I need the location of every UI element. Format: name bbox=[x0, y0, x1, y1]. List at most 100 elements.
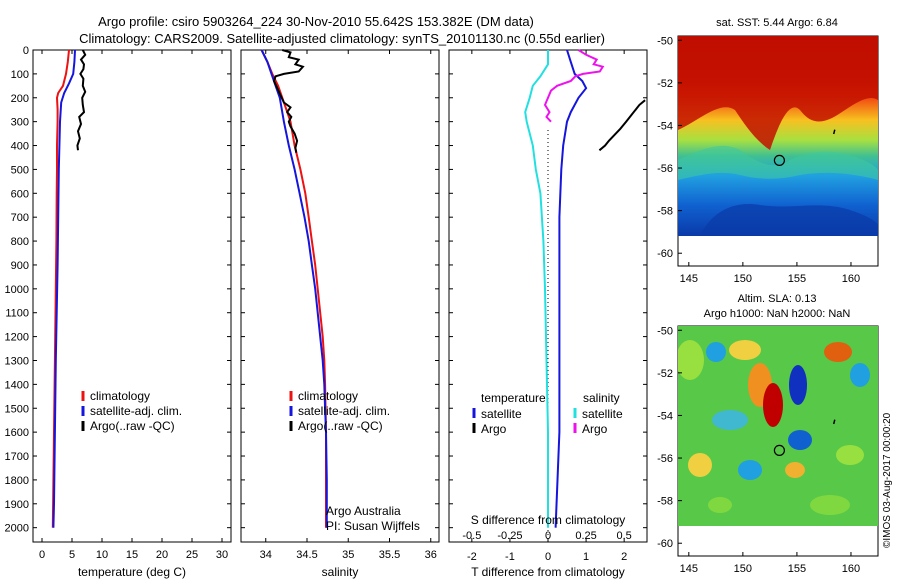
sst-warm-tongue bbox=[678, 36, 878, 150]
sst-cold-core bbox=[700, 204, 878, 236]
sla-blob bbox=[836, 445, 864, 465]
sst-heatmap bbox=[678, 36, 878, 236]
lon-tick-label: 150 bbox=[734, 273, 752, 285]
salinity-axis-ticks: 34 34.5 35 35.5 36 bbox=[260, 50, 437, 561]
sla-blob bbox=[706, 342, 726, 362]
lat-tick-label: -56 bbox=[657, 163, 673, 175]
depth-tick-label: 1500 bbox=[5, 403, 29, 415]
depth-tick-label: 1000 bbox=[5, 284, 29, 296]
lat-tick-label: -54 bbox=[657, 410, 673, 422]
series-line-satellite bbox=[52, 49, 76, 528]
x-tick-label: 0 bbox=[39, 549, 45, 561]
salinity-depth-ticks bbox=[241, 49, 439, 529]
difference-panel: -2 -1 0 1 2 -0.5 -0.25 0 0.25 0.5 S difference f… bbox=[448, 49, 648, 579]
x-tick-label: 25 bbox=[186, 549, 198, 561]
sla-blob bbox=[688, 453, 712, 477]
salinity-series bbox=[260, 49, 328, 528]
sla-blob bbox=[712, 410, 748, 430]
legend-entry: Argo(..raw -QC) bbox=[298, 419, 383, 433]
argo-location-marker bbox=[773, 154, 786, 166]
lon-tick-label: 160 bbox=[842, 563, 860, 575]
legend-entry: climatology bbox=[298, 389, 358, 403]
sla-blob bbox=[789, 365, 807, 405]
depth-tick-label: 900 bbox=[11, 260, 29, 272]
argo-track bbox=[832, 129, 836, 135]
lat-tick-label: -58 bbox=[657, 206, 673, 218]
temperature-xlabel: temperature (deg C) bbox=[78, 565, 186, 579]
depth-tick-label: 1700 bbox=[5, 451, 29, 463]
lat-tick-label: -60 bbox=[657, 248, 673, 260]
legend-entry: satellite bbox=[481, 407, 522, 421]
lat-tick-label: -52 bbox=[657, 368, 673, 380]
legend-entry: satellite bbox=[582, 407, 623, 421]
sla-blob bbox=[810, 495, 850, 515]
s-tick-label: -0.5 bbox=[462, 530, 481, 542]
depth-tick-label: 1600 bbox=[5, 427, 29, 439]
salinity-panel: 34 34.5 35 35.5 36 salinity climatologysatel… bbox=[240, 49, 440, 579]
sst-mid-band bbox=[678, 145, 878, 180]
lon-tick-label: 145 bbox=[680, 563, 698, 575]
pi-label: PI: Susan Wijffels bbox=[326, 519, 420, 533]
t-difference-label: T difference from climatology bbox=[471, 565, 625, 579]
depth-tick-label: 1300 bbox=[5, 355, 29, 367]
imos-watermark: ©IMOS 03-Aug-2017 00:00:20 bbox=[882, 412, 893, 548]
x-tick-label: 34 bbox=[260, 549, 272, 561]
sla-map-panel: Altim. SLA: 0.13 Argo h1000: NaN h2000: … bbox=[657, 293, 879, 575]
x-tick-label: 10 bbox=[96, 549, 108, 561]
depth-tick-label: 300 bbox=[11, 117, 29, 129]
s-difference-axis-ticks: -0.5 -0.25 0 0.25 0.5 bbox=[462, 530, 631, 542]
header-line-1: Argo profile: csiro 5903264_224 30-Nov-2… bbox=[98, 14, 534, 29]
x-tick-label: 30 bbox=[216, 549, 228, 561]
x-tick-label: 34.5 bbox=[296, 549, 317, 561]
t-tick-label: 0 bbox=[545, 551, 551, 563]
sla-blob bbox=[678, 340, 704, 380]
sla-map-title: Altim. SLA: 0.13 bbox=[738, 293, 817, 305]
argo-location-marker bbox=[773, 444, 786, 456]
lat-tick-label: -54 bbox=[657, 120, 673, 132]
t-tick-label: 2 bbox=[621, 551, 627, 563]
depth-tick-label: 400 bbox=[11, 141, 29, 153]
salinity-plot-frame bbox=[240, 49, 440, 543]
x-tick-label: 36 bbox=[425, 549, 437, 561]
temperature-axis-ticks: 0 5 10 15 20 25 30 bbox=[39, 50, 228, 561]
s-tick-label: 0.5 bbox=[617, 530, 632, 542]
x-tick-label: 20 bbox=[156, 549, 168, 561]
legend-entry: satellite-adj. clim. bbox=[90, 404, 182, 418]
depth-tick-label: 2000 bbox=[5, 523, 29, 535]
lat-tick-label: -58 bbox=[657, 496, 673, 508]
sla-blob bbox=[785, 462, 805, 478]
x-tick-label: 35.5 bbox=[379, 549, 400, 561]
difference-depth-ticks bbox=[449, 49, 647, 529]
series-line-argo bbox=[272, 49, 305, 153]
depth-tick-label: 100 bbox=[11, 69, 29, 81]
difference-legend: temperature salinitysatelliteArgosatellit… bbox=[472, 391, 623, 436]
depth-tick-label: 800 bbox=[11, 236, 29, 248]
legend-entry: Argo(..raw -QC) bbox=[90, 419, 175, 433]
x-tick-label: 15 bbox=[126, 549, 138, 561]
x-tick-label: 35 bbox=[342, 549, 354, 561]
temperature-series bbox=[51, 49, 87, 528]
s-difference-label: S difference from climatology bbox=[471, 513, 626, 527]
legend-entry: climatology bbox=[90, 389, 150, 403]
diff-series-line bbox=[543, 49, 605, 123]
t-difference-axis-ticks: -2 -1 0 1 2 bbox=[467, 50, 627, 563]
legend-title-salinity: salinity bbox=[583, 391, 620, 405]
legend-entry: Argo bbox=[582, 422, 608, 436]
t-tick-label: -2 bbox=[467, 551, 477, 563]
depth-axis-ticks: 0 100 200 300 400 500 600 700 800 900 1000 1100 1200… bbox=[5, 45, 231, 535]
lat-tick-label: -56 bbox=[657, 453, 673, 465]
diff-series-line bbox=[524, 50, 549, 528]
diff-series-line bbox=[554, 49, 588, 528]
sst-map-panel: sat. SST: 5.44 Argo: 6.84 145 150 155 160 -5… bbox=[657, 17, 879, 285]
sla-heatmap bbox=[678, 326, 878, 526]
lat-tick-label: -60 bbox=[657, 538, 673, 550]
sla-map-subtitle: Argo h1000: NaN h2000: NaN bbox=[704, 308, 851, 320]
depth-tick-label: 600 bbox=[11, 188, 29, 200]
diff-series-line bbox=[598, 99, 646, 152]
lon-tick-label: 155 bbox=[788, 273, 806, 285]
legend-title-temperature: temperature bbox=[481, 391, 546, 405]
sla-blob bbox=[729, 340, 761, 360]
sla-blob bbox=[708, 497, 732, 513]
lat-tick-label: -52 bbox=[657, 78, 673, 90]
